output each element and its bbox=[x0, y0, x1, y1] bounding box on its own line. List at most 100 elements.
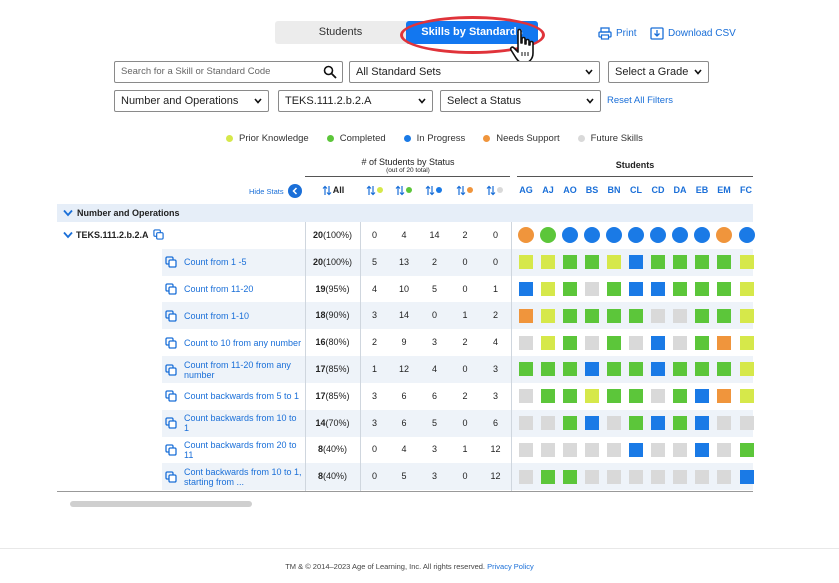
student-status-square[interactable] bbox=[651, 442, 666, 457]
student-status-square[interactable] bbox=[541, 362, 556, 377]
skill-link[interactable]: Count backwards from 20 to 11 bbox=[165, 436, 303, 463]
student-status-square[interactable] bbox=[585, 389, 600, 404]
reset-all-filters-link[interactable]: Reset All Filters bbox=[607, 95, 673, 106]
student-status-square[interactable] bbox=[739, 389, 754, 404]
student-status-square[interactable] bbox=[739, 362, 754, 377]
student-status-square[interactable] bbox=[541, 389, 556, 404]
hide-stats-button[interactable]: Hide Stats bbox=[249, 184, 302, 198]
sort-status-column[interactable] bbox=[480, 182, 508, 198]
standard-select[interactable]: TEKS.111.2.b.2.A bbox=[278, 90, 433, 112]
student-status-dot[interactable] bbox=[584, 227, 601, 244]
horizontal-scrollbar[interactable] bbox=[70, 501, 252, 507]
student-status-square[interactable] bbox=[519, 469, 533, 484]
student-status-square[interactable] bbox=[629, 389, 644, 404]
skill-link[interactable]: Count from 1-10 bbox=[165, 302, 303, 329]
student-status-square[interactable] bbox=[563, 308, 578, 323]
student-status-square[interactable] bbox=[585, 308, 600, 323]
student-status-square[interactable] bbox=[695, 469, 710, 484]
sort-status-column[interactable] bbox=[450, 182, 478, 198]
student-status-square[interactable] bbox=[651, 281, 666, 296]
skill-link[interactable]: Cont backwards from 10 to 1, starting fr… bbox=[165, 463, 303, 490]
student-status-square[interactable] bbox=[607, 308, 622, 323]
student-status-square[interactable] bbox=[519, 255, 533, 270]
sort-status-column[interactable] bbox=[419, 182, 447, 198]
student-status-square[interactable] bbox=[717, 281, 732, 296]
student-status-square[interactable] bbox=[585, 335, 600, 350]
student-status-square[interactable] bbox=[607, 335, 622, 350]
student-status-dot[interactable] bbox=[606, 227, 623, 244]
print-button[interactable]: Print bbox=[598, 27, 637, 40]
student-status-square[interactable] bbox=[695, 281, 710, 296]
student-status-square[interactable] bbox=[629, 415, 644, 430]
skill-link[interactable]: Count backwards from 10 to 1 bbox=[165, 410, 303, 437]
student-status-square[interactable] bbox=[519, 442, 533, 457]
student-status-square[interactable] bbox=[695, 335, 710, 350]
download-csv-button[interactable]: Download CSV bbox=[650, 27, 736, 40]
student-status-square[interactable] bbox=[541, 281, 556, 296]
student-status-square[interactable] bbox=[629, 308, 644, 323]
student-status-square[interactable] bbox=[563, 469, 578, 484]
student-status-square[interactable] bbox=[563, 362, 578, 377]
student-status-dot[interactable] bbox=[562, 227, 579, 244]
student-status-square[interactable] bbox=[695, 442, 710, 457]
student-status-dot[interactable] bbox=[716, 227, 733, 244]
student-status-square[interactable] bbox=[607, 362, 622, 377]
student-initials[interactable]: EB bbox=[695, 185, 709, 195]
student-status-square[interactable] bbox=[673, 415, 688, 430]
student-status-dot[interactable] bbox=[650, 227, 667, 244]
student-status-square[interactable] bbox=[629, 362, 644, 377]
student-status-square[interactable] bbox=[717, 308, 732, 323]
student-status-square[interactable] bbox=[673, 362, 688, 377]
student-initials[interactable]: BS bbox=[585, 185, 599, 195]
skill-link[interactable]: Count from 11-20 from any number bbox=[165, 356, 303, 383]
student-status-square[interactable] bbox=[585, 255, 600, 270]
student-status-dot[interactable] bbox=[694, 227, 711, 244]
student-status-square[interactable] bbox=[739, 335, 754, 350]
student-status-square[interactable] bbox=[651, 335, 666, 350]
student-status-square[interactable] bbox=[651, 255, 666, 270]
student-status-square[interactable] bbox=[519, 362, 533, 377]
student-status-square[interactable] bbox=[519, 389, 533, 404]
student-status-square[interactable] bbox=[739, 442, 754, 457]
student-status-square[interactable] bbox=[629, 335, 644, 350]
student-status-square[interactable] bbox=[607, 442, 622, 457]
student-status-dot[interactable] bbox=[628, 227, 645, 244]
student-status-square[interactable] bbox=[739, 255, 754, 270]
student-status-square[interactable] bbox=[563, 389, 578, 404]
sort-all-column[interactable]: All bbox=[306, 182, 360, 198]
student-initials[interactable]: AJ bbox=[542, 185, 554, 195]
student-status-square[interactable] bbox=[607, 415, 622, 430]
student-status-square[interactable] bbox=[607, 255, 622, 270]
student-status-square[interactable] bbox=[717, 415, 732, 430]
student-status-square[interactable] bbox=[651, 308, 666, 323]
student-status-square[interactable] bbox=[739, 469, 754, 484]
student-status-square[interactable] bbox=[717, 255, 732, 270]
student-status-square[interactable] bbox=[739, 415, 754, 430]
student-status-square[interactable] bbox=[673, 335, 688, 350]
student-status-square[interactable] bbox=[519, 415, 533, 430]
standard-label[interactable]: TEKS.111.2.b.2.A bbox=[63, 229, 164, 240]
student-status-square[interactable] bbox=[519, 335, 533, 350]
student-status-square[interactable] bbox=[541, 442, 556, 457]
domain-select[interactable]: Number and Operations bbox=[114, 90, 269, 112]
student-status-square[interactable] bbox=[695, 308, 710, 323]
student-status-square[interactable] bbox=[717, 335, 732, 350]
status-select[interactable]: Select a Status bbox=[440, 90, 601, 112]
student-status-square[interactable] bbox=[541, 415, 556, 430]
student-status-dot[interactable] bbox=[540, 227, 557, 244]
grade-select[interactable]: Select a Grade bbox=[608, 61, 709, 83]
student-status-square[interactable] bbox=[673, 389, 688, 404]
student-status-square[interactable] bbox=[651, 362, 666, 377]
student-status-square[interactable] bbox=[629, 469, 644, 484]
student-status-square[interactable] bbox=[585, 469, 600, 484]
student-status-square[interactable] bbox=[563, 442, 578, 457]
student-status-square[interactable] bbox=[541, 308, 556, 323]
student-initials[interactable]: CD bbox=[651, 185, 665, 195]
student-status-square[interactable] bbox=[739, 308, 754, 323]
student-status-square[interactable] bbox=[673, 255, 688, 270]
student-status-square[interactable] bbox=[673, 281, 688, 296]
student-status-square[interactable] bbox=[629, 442, 644, 457]
student-status-dot[interactable] bbox=[738, 227, 755, 244]
student-status-square[interactable] bbox=[695, 255, 710, 270]
student-status-square[interactable] bbox=[629, 255, 644, 270]
